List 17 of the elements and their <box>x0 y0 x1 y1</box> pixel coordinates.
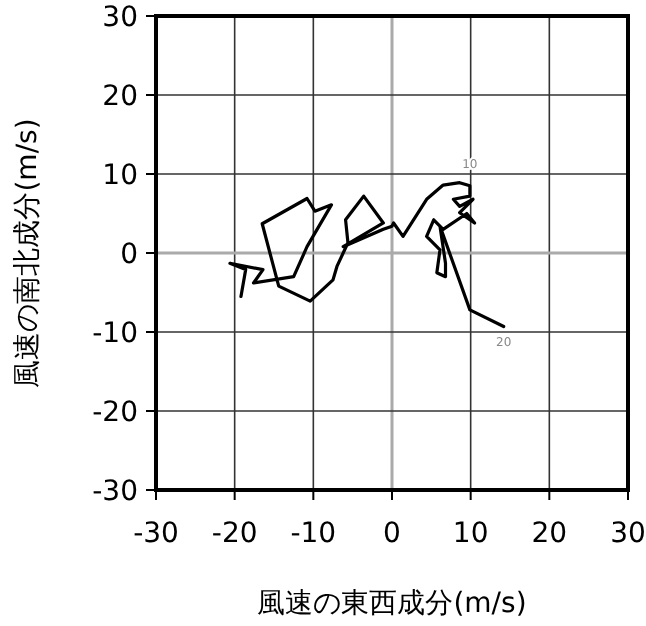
x-tick-label: 0 <box>383 518 401 550</box>
y-tick-label: -30 <box>92 476 138 508</box>
x-tick-label: 20 <box>531 518 568 550</box>
y-tick-label: 30 <box>102 2 138 34</box>
x-tick-label: 30 <box>610 518 646 550</box>
x-tick-label: -30 <box>133 518 179 550</box>
x-tick-label: -10 <box>290 518 337 550</box>
x-tick-label: -20 <box>211 518 258 550</box>
y-axis-title: 風速の南北成分(m/s) <box>12 118 44 388</box>
x-axis-title: 風速の東西成分(m/s) <box>257 588 527 620</box>
x-tick-label: 10 <box>452 518 489 550</box>
line-series <box>228 181 506 329</box>
y-tick-label: 0 <box>120 239 138 271</box>
y-tick-label: -10 <box>92 318 138 350</box>
y-tick-label: -20 <box>92 397 138 429</box>
y-tick-label: 20 <box>102 81 138 113</box>
y-tick-label: 10 <box>102 160 138 192</box>
